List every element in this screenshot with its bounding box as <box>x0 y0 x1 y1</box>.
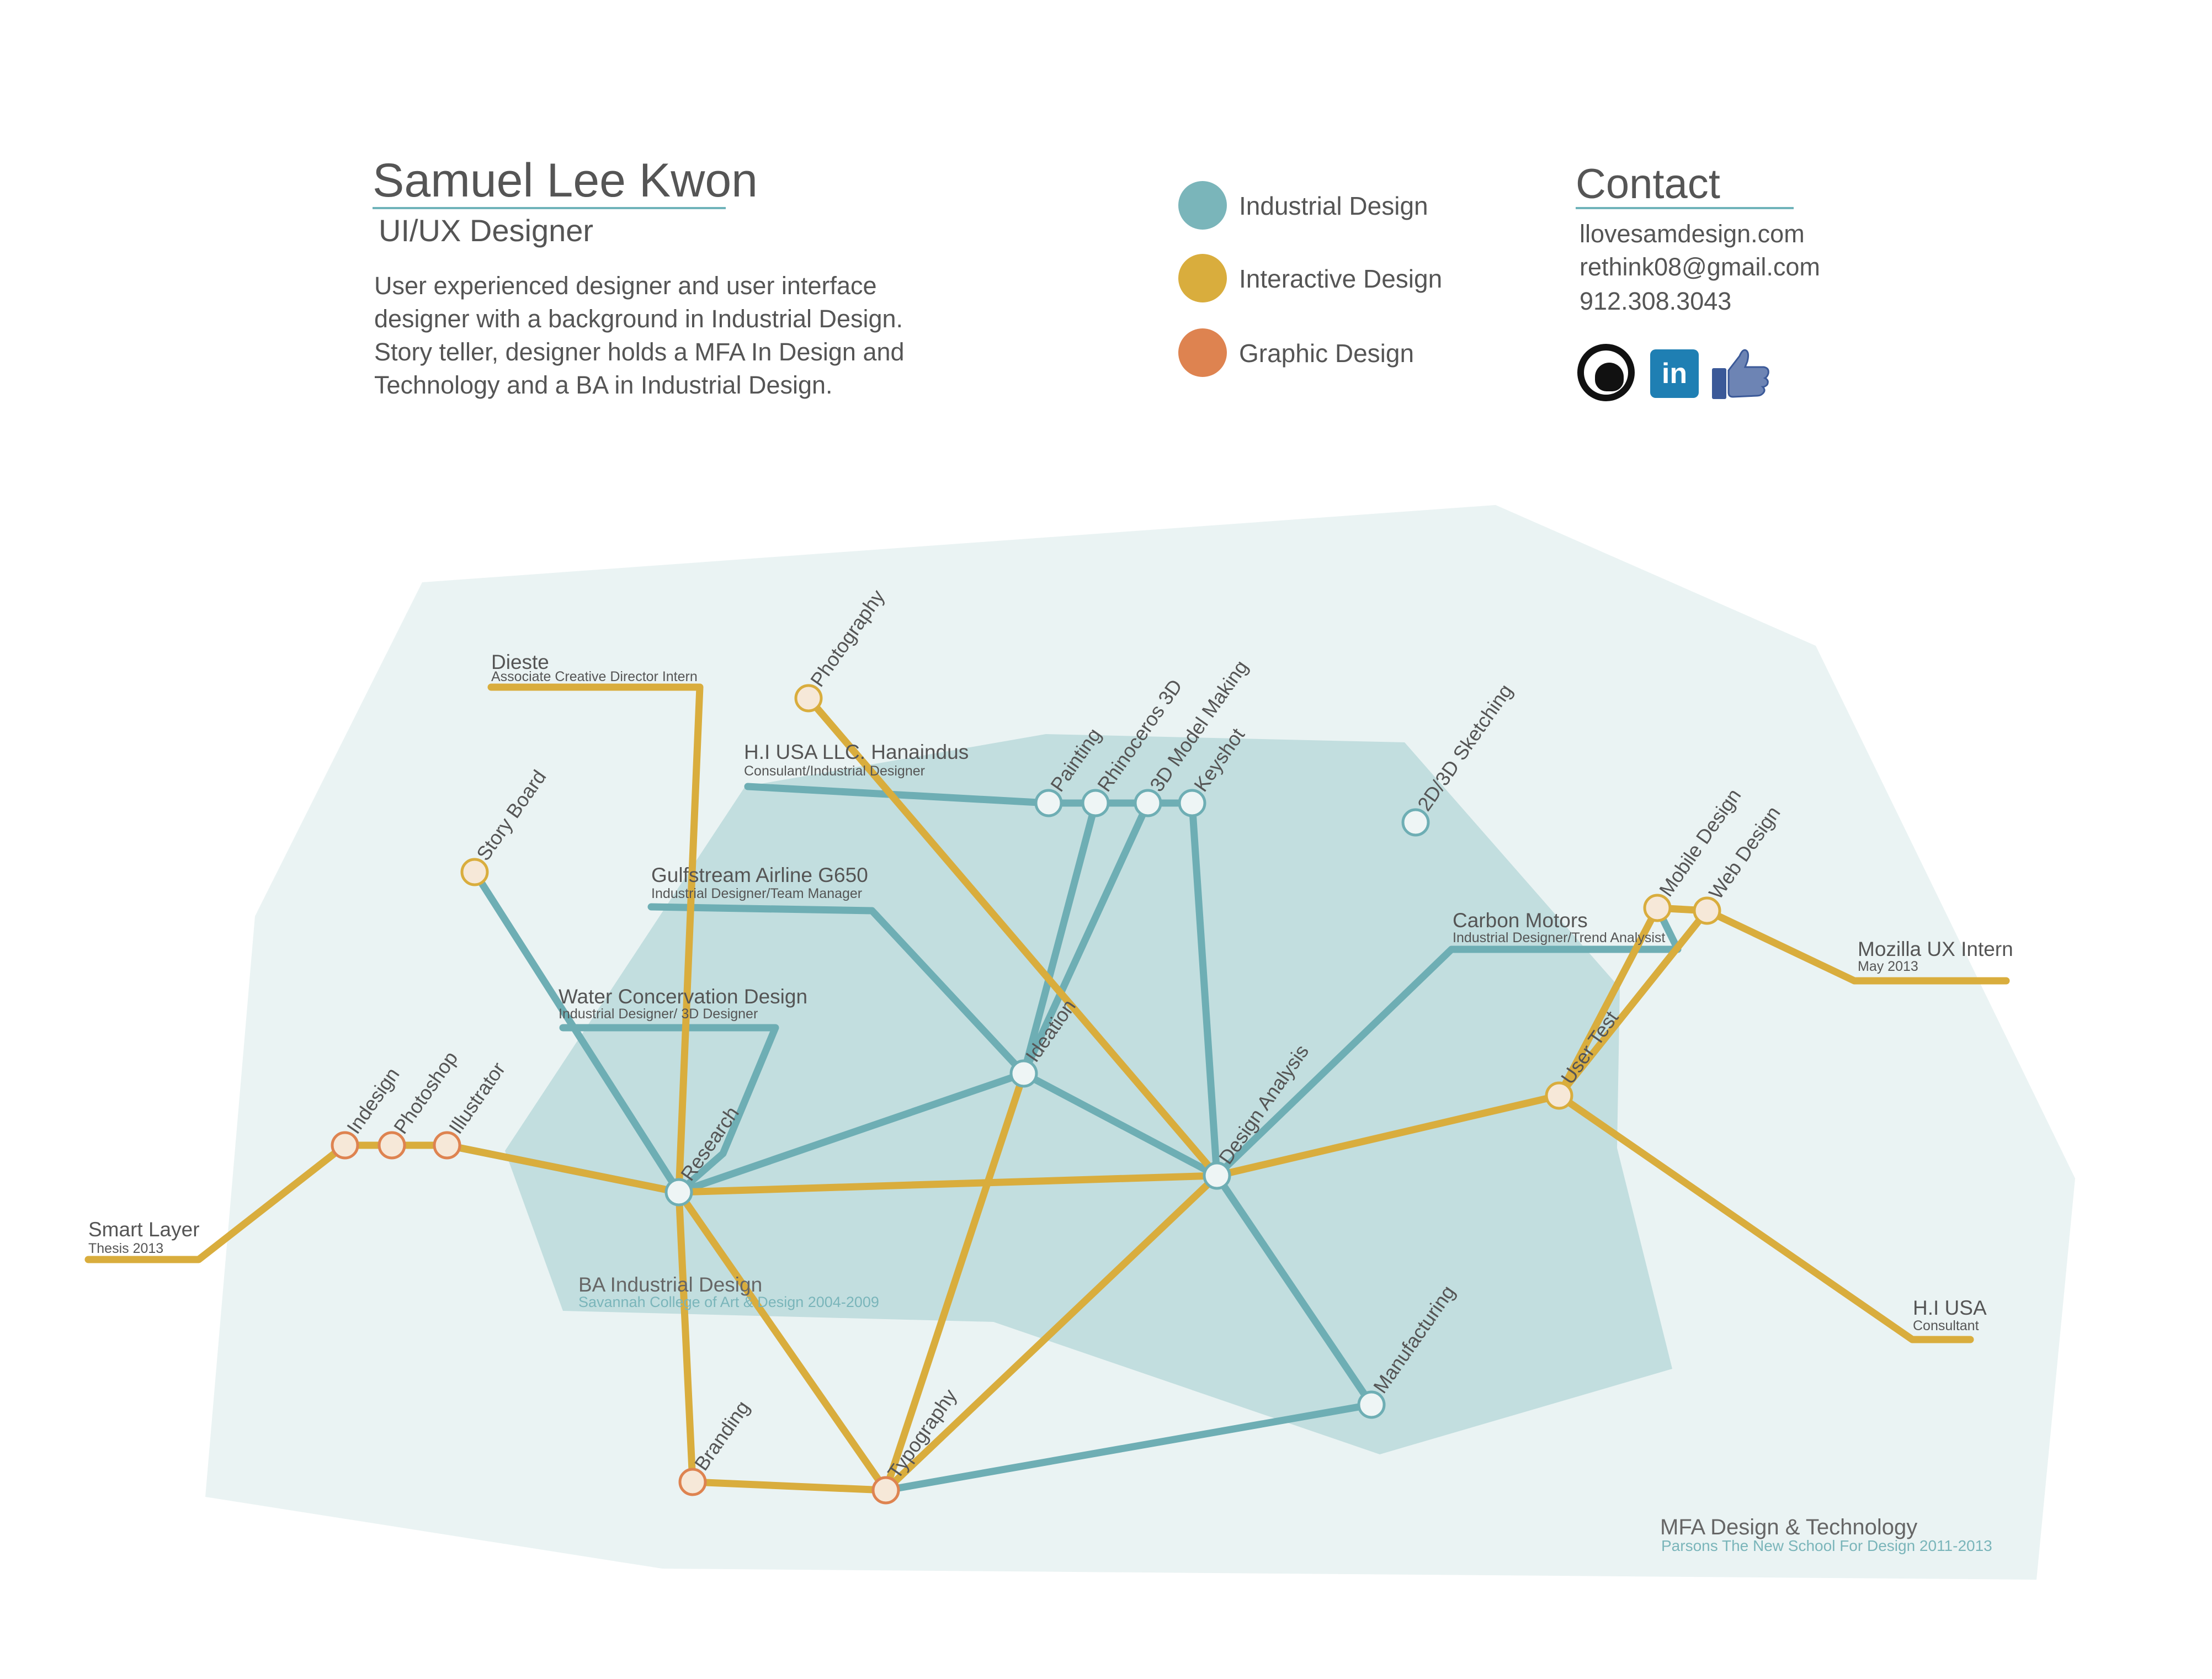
skill-node-mobile <box>1643 894 1672 922</box>
contact-heading: Contact <box>1576 161 1720 208</box>
skill-node-typography <box>871 1476 900 1505</box>
skill-node-usertest <box>1545 1081 1573 1110</box>
experience-subtitle-hi-usa-llc: Consulant/Industrial Designer <box>744 763 925 779</box>
legend-dot-industrial <box>1178 181 1227 230</box>
skill-node-branding <box>678 1468 707 1496</box>
interactive-path <box>1555 1092 1974 1343</box>
legend-dot-graphic <box>1178 328 1227 377</box>
skill-node-rhino <box>1081 789 1110 817</box>
skill-node-painting <box>1034 789 1063 817</box>
experience-subtitle-dieste: Associate Creative Director Intern <box>491 669 698 684</box>
email-link[interactable]: rethink08@gmail.com <box>1580 253 1820 281</box>
interactive-path <box>1555 907 1711 1099</box>
experience-subtitle-mozilla: May 2013 <box>1858 959 1918 974</box>
experience-title-smart-layer: Smart Layer <box>88 1218 200 1241</box>
ba-region <box>505 734 1672 1454</box>
skill-node-analysis <box>1203 1161 1231 1190</box>
contact-underline <box>1576 207 1794 209</box>
industrial-path <box>1020 799 1099 1077</box>
experience-title-dieste: Dieste <box>491 651 549 673</box>
ba-region-subtitle: Savannah College of Art & Design 2004-20… <box>578 1294 879 1310</box>
bio-line: User experienced designer and user inter… <box>374 272 877 300</box>
experience-title-water: Water Concervation Design <box>559 985 807 1008</box>
experience-title-mozilla: Mozilla UX Intern <box>1858 938 2013 960</box>
website-link[interactable]: llovesamdesign.com <box>1580 220 1805 248</box>
mfa-region-subtitle: Parsons The New School For Design 2011-2… <box>1661 1537 1992 1554</box>
bio-line: designer with a background in Industrial… <box>374 305 903 333</box>
experience-subtitle-carbon: Industrial Designer/Trend Analysist <box>1453 930 1665 945</box>
skill-node-photography <box>794 684 823 713</box>
industrial-path <box>1020 799 1152 1077</box>
bio-line: Technology and a BA in Industrial Design… <box>374 371 833 399</box>
github-icon[interactable] <box>1577 344 1635 401</box>
facebook-like-icon[interactable] <box>1711 345 1772 400</box>
experience-title-hi-usa: H.I USA <box>1913 1297 1987 1319</box>
experience-subtitle-smart-layer: Thesis 2013 <box>88 1241 163 1256</box>
skill-node-ideation <box>1009 1059 1038 1088</box>
interactive-path <box>487 683 890 1494</box>
skill-node-sketching <box>1401 808 1430 837</box>
experience-title-carbon: Carbon Motors <box>1453 909 1588 932</box>
experience-subtitle-water: Industrial Designer/ 3D Designer <box>559 1006 758 1022</box>
legend-dot-interactive <box>1178 254 1227 302</box>
legend-label: Graphic Design <box>1239 339 1415 368</box>
skill-node-keyshot <box>1178 789 1206 817</box>
skill-node-illustrator <box>433 1131 461 1160</box>
skill-node-photoshop <box>377 1131 406 1160</box>
ba-region-title: BA Industrial Design <box>578 1273 762 1296</box>
experience-subtitle-gulfstream: Industrial Designer/Team Manager <box>651 886 862 901</box>
linkedin-icon[interactable]: in <box>1650 349 1699 398</box>
experience-title-hi-usa-llc: H.I USA LLC. Hanaindus <box>744 741 969 763</box>
person-name: Samuel Lee Kwon <box>373 154 758 207</box>
mfa-region-title: MFA Design & Technology <box>1660 1515 1917 1539</box>
bio-paragraph: User experienced designer and user inter… <box>374 269 981 402</box>
legend-label: Industrial Design <box>1239 192 1428 220</box>
skill-node-model <box>1134 789 1162 817</box>
experience-title-gulfstream: Gulfstream Airline G650 <box>651 864 868 886</box>
skill-node-manufacturing <box>1357 1390 1386 1419</box>
skill-node-storyboard <box>460 858 489 886</box>
interactive-path <box>805 694 1221 1179</box>
industrial-path <box>744 783 1221 1179</box>
bio-line: Story teller, designer holds a MFA In De… <box>374 338 905 366</box>
skill-node-indesign <box>331 1131 359 1160</box>
skill-node-research <box>664 1178 693 1207</box>
industrial-path <box>647 903 1221 1179</box>
phone-number: 912.308.3043 <box>1580 287 1732 315</box>
legend-label: Interactive Design <box>1239 264 1443 293</box>
job-title: UI/UX Designer <box>379 213 594 248</box>
skill-node-web <box>1693 896 1721 925</box>
experience-subtitle-hi-usa: Consultant <box>1913 1318 1979 1333</box>
industrial-path <box>1213 904 1682 1179</box>
industrial-path <box>559 1024 779 1196</box>
name-underline <box>373 207 726 209</box>
